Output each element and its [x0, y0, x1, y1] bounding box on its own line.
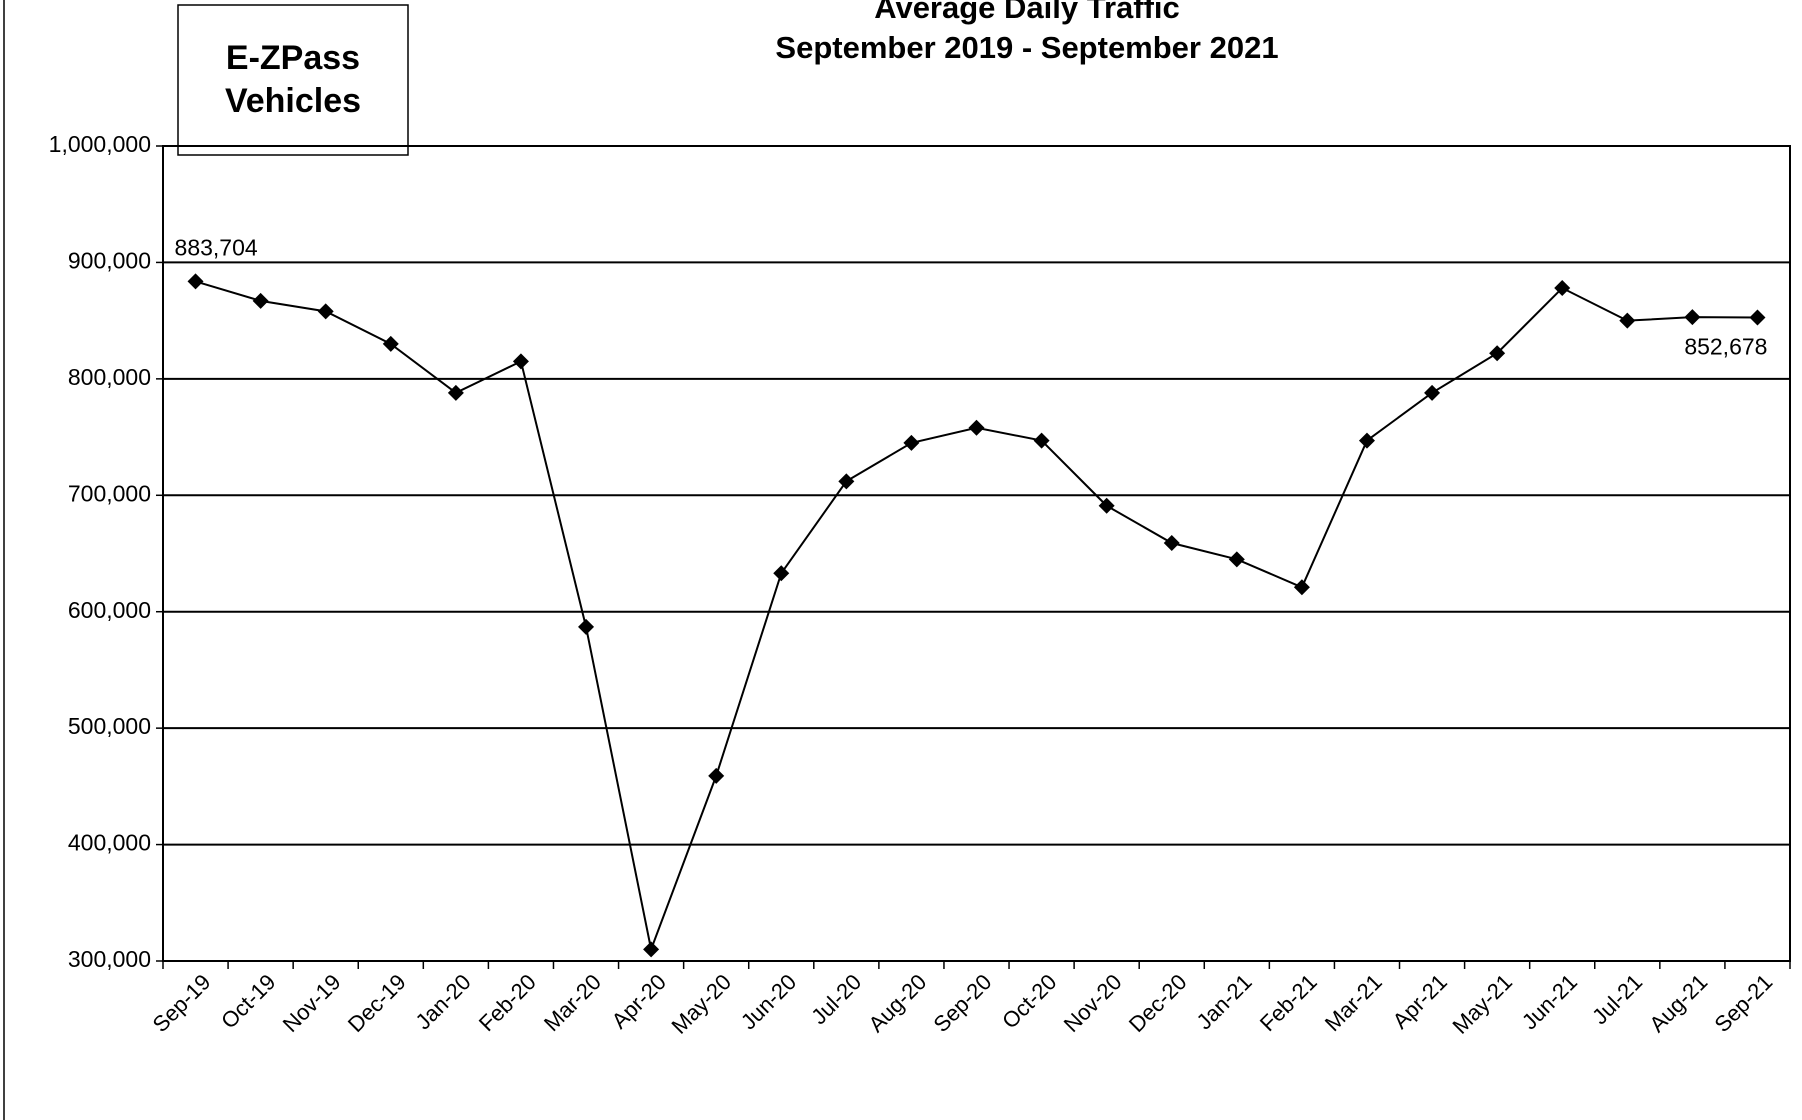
x-tick-label: Nov-19	[278, 969, 346, 1037]
x-tick-label: Oct-19	[216, 969, 280, 1033]
y-tick-label: 700,000	[68, 480, 151, 506]
x-tick-label: May-20	[667, 969, 737, 1039]
x-tick-label: Dec-20	[1124, 969, 1192, 1037]
data-label: 883,704	[175, 234, 258, 260]
y-tick-label: 400,000	[68, 830, 151, 856]
x-tick-label: Jul-20	[806, 969, 866, 1029]
x-tick-label: Jul-21	[1587, 969, 1647, 1029]
x-tick-label: Jun-20	[736, 969, 801, 1034]
data-label: 852,678	[1684, 334, 1767, 360]
data-marker	[447, 384, 464, 401]
x-tick-label: Dec-19	[343, 969, 411, 1037]
data-marker	[1749, 309, 1766, 326]
y-tick-label: 1,000,000	[49, 131, 151, 157]
x-tick-label: Nov-20	[1059, 969, 1127, 1037]
data-marker	[1684, 309, 1701, 326]
data-marker	[773, 565, 790, 582]
annotation-text: E-ZPass	[226, 39, 360, 77]
y-tick-label: 300,000	[68, 946, 151, 972]
x-tick-label: Aug-20	[863, 969, 931, 1037]
data-marker	[252, 292, 269, 309]
chart-title: Average Daily Traffic	[874, 0, 1180, 25]
data-marker	[643, 941, 660, 958]
data-marker	[187, 273, 204, 290]
y-tick-label: 900,000	[68, 248, 151, 274]
y-tick-label: 600,000	[68, 597, 151, 623]
plot-border	[162, 145, 1791, 962]
data-marker	[1554, 280, 1571, 297]
data-marker	[1619, 312, 1636, 329]
annotation-box	[177, 4, 409, 156]
y-tick-label: 500,000	[68, 713, 151, 739]
data-line	[195, 280, 1758, 953]
x-tick-label: Feb-20	[474, 969, 541, 1036]
chart-subtitle: September 2019 - September 2021	[775, 30, 1278, 65]
data-marker	[1293, 579, 1310, 596]
data-marker	[1228, 551, 1245, 568]
x-tick-label: Aug-21	[1644, 969, 1712, 1037]
annotation-text: Vehicles	[225, 82, 361, 120]
data-marker	[903, 434, 920, 451]
x-tick-label: Sep-19	[148, 969, 216, 1037]
x-tick-label: Sep-20	[929, 969, 997, 1037]
x-tick-label: Mar-20	[539, 969, 606, 1036]
data-marker	[708, 767, 725, 784]
x-tick-label: Apr-21	[1388, 969, 1452, 1033]
data-marker	[578, 618, 595, 635]
x-tick-label: May-21	[1447, 969, 1517, 1039]
data-marker	[1358, 432, 1375, 449]
data-marker	[838, 473, 855, 490]
data-marker	[1489, 345, 1506, 362]
data-marker	[1098, 497, 1115, 514]
x-tick-label: Oct-20	[997, 969, 1061, 1033]
data-marker	[1033, 432, 1050, 449]
x-tick-label: Sep-21	[1709, 969, 1777, 1037]
data-marker	[382, 335, 399, 352]
x-tick-label: Jan-21	[1191, 969, 1256, 1034]
x-tick-label: Apr-20	[607, 969, 671, 1033]
data-marker	[512, 353, 529, 370]
x-tick-label: Jan-20	[410, 969, 475, 1034]
y-tick-label: 800,000	[68, 364, 151, 390]
data-marker	[1424, 384, 1441, 401]
data-marker	[317, 303, 334, 320]
data-marker	[1163, 535, 1180, 552]
x-tick-label: Jun-21	[1517, 969, 1582, 1034]
x-tick-label: Mar-21	[1320, 969, 1387, 1036]
data-marker	[968, 419, 985, 436]
x-tick-label: Feb-21	[1255, 969, 1322, 1036]
